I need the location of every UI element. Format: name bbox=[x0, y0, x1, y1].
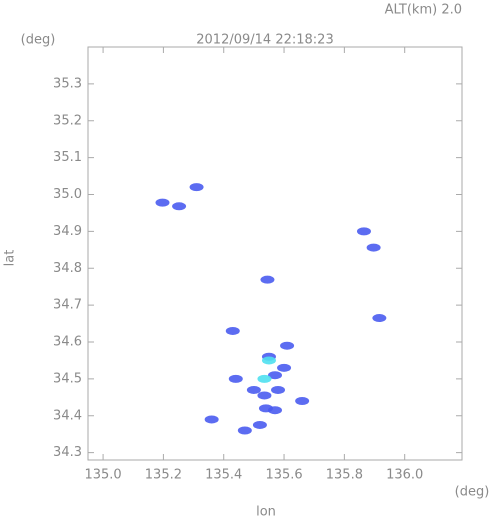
echo-point bbox=[252, 420, 267, 429]
echo-point bbox=[172, 202, 187, 211]
echo-point bbox=[268, 371, 282, 380]
echo-point bbox=[277, 363, 292, 372]
echo-point bbox=[228, 374, 243, 383]
y-tick-label: 34.3 bbox=[53, 445, 82, 460]
y-tick-label: 34.8 bbox=[53, 261, 82, 276]
y-axis-label: lat bbox=[3, 250, 18, 267]
x-tick-label: 135.8 bbox=[326, 468, 363, 483]
echo-point bbox=[261, 356, 276, 365]
echo-point bbox=[258, 404, 273, 413]
echo-point bbox=[280, 341, 295, 350]
x-tick-label: 136.0 bbox=[386, 468, 423, 483]
x-tick-label: 135.6 bbox=[265, 468, 302, 483]
y-tick-label: 34.4 bbox=[53, 408, 82, 423]
echo-point bbox=[189, 183, 204, 192]
echo-point bbox=[257, 374, 272, 383]
echo-point bbox=[372, 314, 387, 323]
echo-point bbox=[257, 391, 272, 400]
echo-point bbox=[295, 397, 310, 405]
y-tick-label: 34.5 bbox=[53, 371, 82, 386]
y-tick-label: 35.3 bbox=[53, 76, 82, 91]
x-tick-label: 135.0 bbox=[84, 468, 121, 483]
y-tick-label: 34.9 bbox=[53, 224, 82, 239]
echo-point bbox=[155, 198, 170, 207]
x-tick-label: 135.2 bbox=[145, 468, 182, 483]
plot-frame bbox=[87, 46, 463, 461]
y-tick-label: 35.2 bbox=[53, 113, 82, 128]
x-tick-label: 135.4 bbox=[205, 468, 242, 483]
chart-title: 2012/09/14 22:18:23 bbox=[196, 33, 333, 48]
echo-point bbox=[356, 227, 371, 236]
echo-point bbox=[366, 243, 381, 252]
y-unit: (deg) bbox=[21, 33, 56, 48]
echo-point bbox=[271, 385, 286, 394]
echo-point bbox=[225, 326, 240, 335]
y-tick-label: 34.6 bbox=[53, 335, 82, 350]
y-tick-label: 34.7 bbox=[53, 298, 82, 313]
y-tick-label: 35.0 bbox=[53, 187, 82, 202]
x-unit: (deg) bbox=[455, 485, 490, 500]
y-tick-label: 35.1 bbox=[53, 150, 82, 165]
altitude-label: ALT(km) 2.0 bbox=[385, 3, 462, 18]
echo-point bbox=[260, 275, 275, 284]
x-axis-label: lon bbox=[256, 505, 276, 520]
echo-point bbox=[237, 426, 252, 435]
echo-point bbox=[204, 415, 219, 424]
echo-point bbox=[246, 385, 261, 394]
